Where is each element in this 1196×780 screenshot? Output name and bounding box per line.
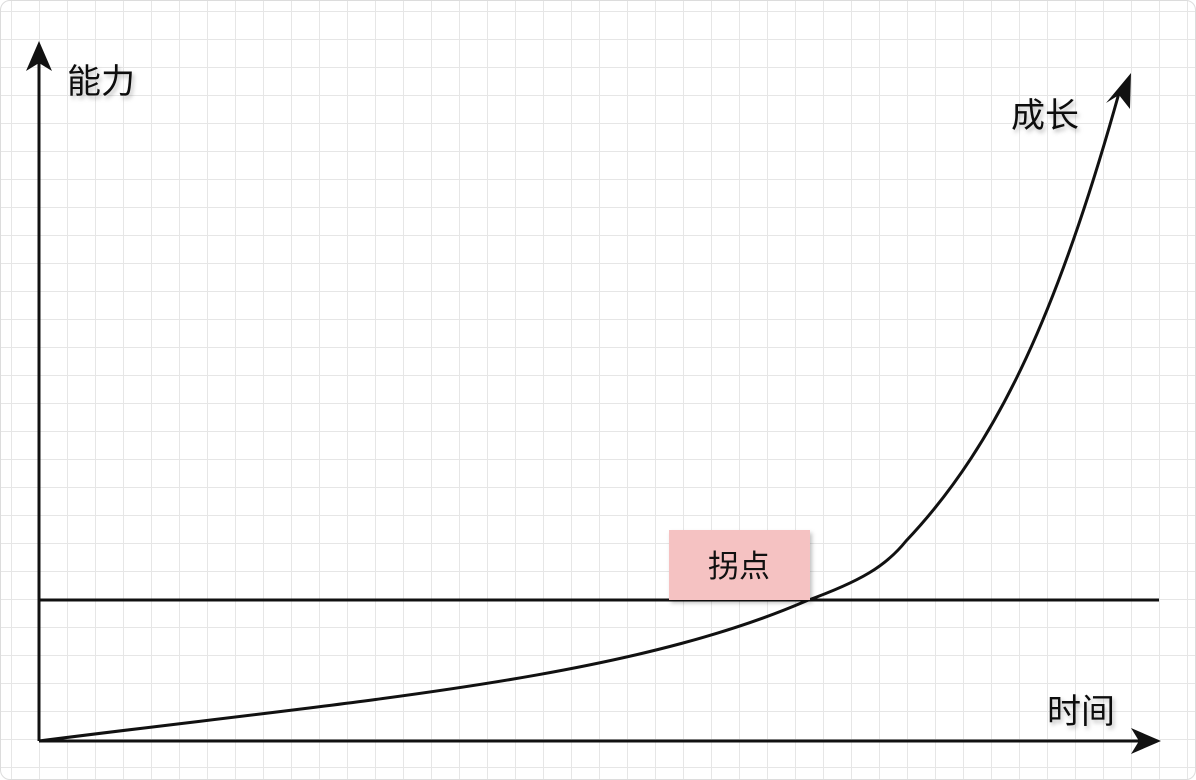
x-axis-label: 时间 [1047, 692, 1115, 732]
curve-label: 成长 [1011, 96, 1079, 136]
y-axis-label: 能力 [67, 62, 135, 102]
x-axis-arrowhead [1131, 728, 1161, 754]
inflection-marker-box [669, 530, 810, 600]
growth-curve [38, 92, 1121, 743]
inflection-marker-label: 拐点 [708, 549, 770, 585]
growth-curve-arrowhead [1106, 73, 1131, 109]
y-axis-arrowhead [26, 41, 52, 71]
